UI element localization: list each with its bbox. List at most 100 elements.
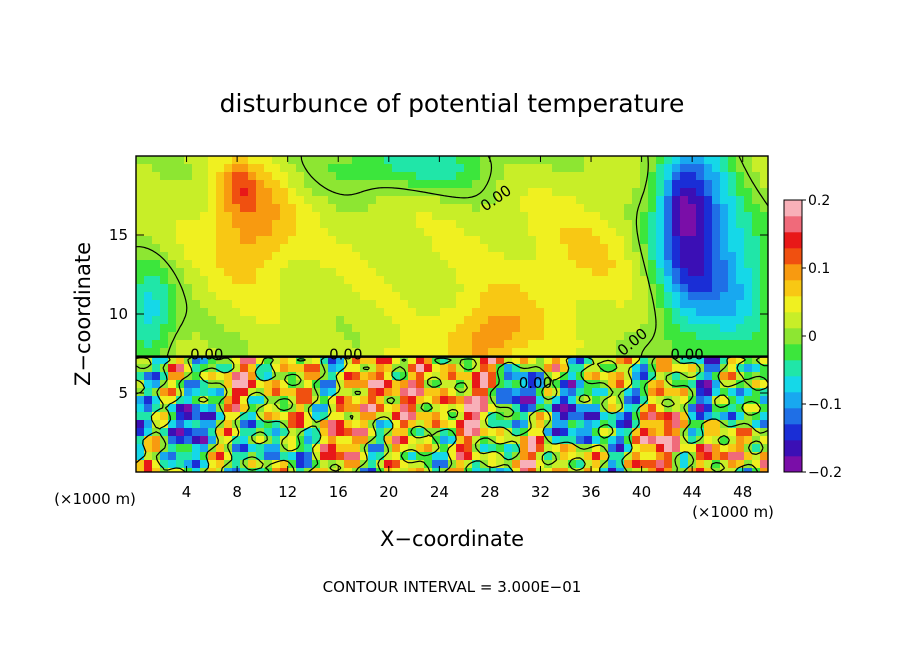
heatmap-cell (704, 156, 713, 165)
heatmap-cell (496, 324, 505, 333)
heatmap-cell (456, 324, 465, 333)
heatmap-cell (616, 348, 625, 357)
heatmap-cell (760, 396, 768, 405)
heatmap-cell (488, 180, 497, 189)
heatmap-cell (384, 356, 393, 365)
heatmap-cell (376, 172, 385, 181)
heatmap-cell (624, 228, 633, 237)
heatmap-cell (200, 308, 209, 317)
heatmap-cell (616, 244, 625, 253)
heatmap-cell (480, 252, 489, 261)
heatmap-cell (440, 364, 449, 373)
heatmap-cell (472, 324, 481, 333)
heatmap-cell (544, 300, 553, 309)
heatmap-cell (360, 364, 369, 373)
heatmap-cell (480, 364, 489, 373)
heatmap-cell (256, 468, 265, 472)
heatmap-cell (440, 372, 449, 381)
heatmap-cell (272, 276, 281, 285)
heatmap-cell (624, 204, 633, 213)
heatmap-cell (496, 188, 505, 197)
colorbar-segment (784, 312, 802, 329)
heatmap-cell (200, 196, 209, 205)
heatmap-cell (760, 332, 768, 341)
heatmap-cell (552, 444, 561, 453)
heatmap-cell (616, 172, 625, 181)
colorbar-tick-label: 0 (808, 329, 817, 345)
heatmap-cell (408, 348, 417, 357)
heatmap-cell (240, 412, 249, 421)
heatmap-cell (200, 468, 209, 472)
heatmap-cell (496, 468, 505, 472)
heatmap-cell (664, 428, 673, 437)
heatmap-cell (632, 260, 641, 269)
heatmap-cell (496, 220, 505, 229)
heatmap-cell (168, 156, 177, 165)
heatmap-cell (264, 244, 273, 253)
heatmap-cell (472, 316, 481, 325)
heatmap-cell (472, 332, 481, 341)
heatmap-cell (352, 268, 361, 277)
heatmap-cell (448, 468, 457, 472)
heatmap-cell (184, 332, 193, 341)
heatmap-cell (536, 324, 545, 333)
heatmap-cell (272, 396, 281, 405)
heatmap-cell (680, 300, 689, 309)
heatmap-cell (736, 236, 745, 245)
heatmap-cell (280, 268, 289, 277)
heatmap-cell (136, 332, 145, 341)
heatmap-cell (216, 220, 225, 229)
heatmap-cell (512, 380, 521, 389)
heatmap-cell (400, 468, 409, 472)
heatmap-cell (648, 460, 657, 469)
heatmap-cell (216, 380, 225, 389)
heatmap-cell (200, 228, 209, 237)
heatmap-cell (376, 460, 385, 469)
heatmap-cell (344, 268, 353, 277)
heatmap-cell (144, 180, 153, 189)
heatmap-cell (448, 188, 457, 197)
heatmap-cell (176, 444, 185, 453)
heatmap-cell (536, 252, 545, 261)
heatmap-cell (480, 340, 489, 349)
heatmap-cell (304, 220, 313, 229)
heatmap-cell (736, 404, 745, 413)
heatmap-cell (288, 316, 297, 325)
heatmap-cell (192, 380, 201, 389)
heatmap-cell (760, 372, 768, 381)
heatmap-cell (312, 380, 321, 389)
heatmap-cell (760, 268, 768, 277)
heatmap-cell (624, 180, 633, 189)
heatmap-cell (376, 348, 385, 357)
heatmap-cell (480, 380, 489, 389)
heatmap-cell (480, 268, 489, 277)
heatmap-cell (328, 196, 337, 205)
heatmap-cell (576, 212, 585, 221)
heatmap-cell (304, 420, 313, 429)
heatmap-cell (480, 324, 489, 333)
heatmap-cell (704, 356, 713, 365)
heatmap-cell (456, 460, 465, 469)
heatmap-cell (568, 468, 577, 472)
heatmap-cell (384, 412, 393, 421)
heatmap-cell (408, 404, 417, 413)
heatmap-cell (600, 220, 609, 229)
heatmap-cell (240, 228, 249, 237)
heatmap-cell (168, 236, 177, 245)
heatmap-cell (736, 340, 745, 349)
heatmap-cell (600, 468, 609, 472)
heatmap-cell (272, 244, 281, 253)
heatmap-cell (752, 212, 761, 221)
colorbar-tick-label: −0.1 (808, 397, 842, 413)
heatmap-cell (160, 356, 169, 365)
heatmap-cell (400, 348, 409, 357)
heatmap-cell (424, 236, 433, 245)
heatmap-cell (280, 316, 289, 325)
heatmap-cell (600, 156, 609, 165)
heatmap-cell (360, 284, 369, 293)
heatmap-cell (184, 164, 193, 173)
heatmap-cell (328, 364, 337, 373)
heatmap-cell (648, 420, 657, 429)
heatmap-cell (640, 172, 649, 181)
